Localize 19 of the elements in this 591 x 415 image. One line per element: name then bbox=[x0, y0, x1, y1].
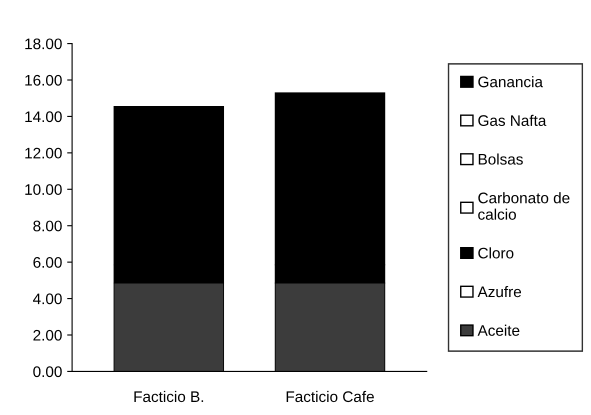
legend-label: Bolsas bbox=[478, 153, 523, 165]
legend-label: Gas Nafta bbox=[478, 114, 546, 126]
x-tick-label: Facticio B. bbox=[134, 390, 204, 402]
y-tick-label: 14.00 bbox=[25, 111, 62, 122]
y-tick-label: 10.00 bbox=[25, 184, 62, 195]
x-tick-label: Facticio Cafe bbox=[286, 390, 374, 402]
y-tick-label: 0.00 bbox=[33, 366, 62, 378]
legend-label: Carbonato de calcio bbox=[478, 192, 570, 220]
y-tick-label: 2.00 bbox=[33, 330, 62, 341]
legend-label: Azufre bbox=[478, 286, 522, 298]
y-tick-label: 18.00 bbox=[25, 38, 62, 50]
y-tick-label: 4.00 bbox=[33, 293, 62, 304]
legend-label: Cloro bbox=[478, 247, 514, 259]
y-tick-label: 8.00 bbox=[33, 220, 62, 232]
y-tick-label: 12.00 bbox=[25, 148, 62, 159]
legend-label: Aceite bbox=[478, 324, 520, 336]
y-tick-label: 6.00 bbox=[33, 257, 62, 268]
legend-label: Ganancia bbox=[478, 76, 543, 88]
y-tick-label: 16.00 bbox=[25, 74, 62, 86]
